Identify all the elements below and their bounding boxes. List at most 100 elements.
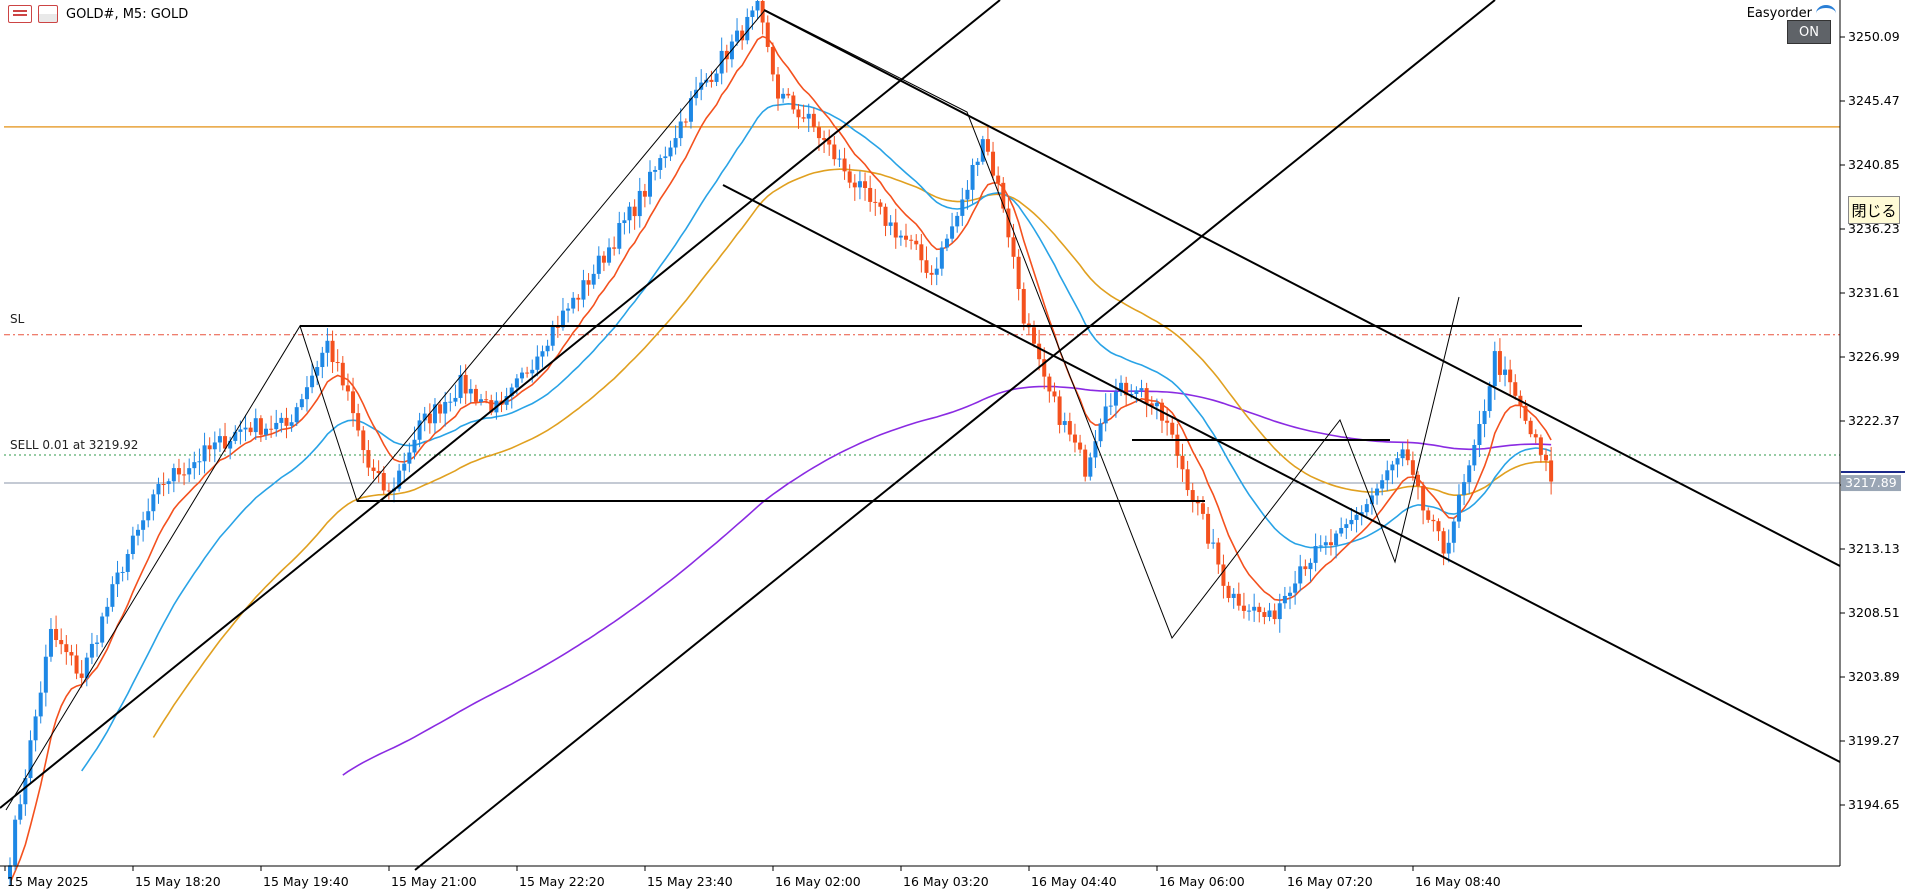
candle-body bbox=[842, 158, 847, 172]
candle-body bbox=[1544, 454, 1548, 461]
candle-body bbox=[791, 95, 796, 110]
candle-body bbox=[1221, 564, 1226, 586]
candle-body bbox=[89, 643, 94, 658]
candle-body bbox=[642, 190, 647, 197]
candle-body bbox=[1369, 495, 1374, 505]
candle-body bbox=[832, 144, 837, 160]
candle-body bbox=[1083, 449, 1088, 477]
candle-body bbox=[202, 445, 207, 462]
candle-body bbox=[1021, 288, 1026, 324]
candle-body bbox=[1349, 519, 1354, 525]
candle-body bbox=[612, 247, 617, 249]
candle-body bbox=[1323, 542, 1328, 546]
candle-body bbox=[1436, 521, 1441, 532]
candle-body bbox=[852, 182, 857, 188]
candle-body bbox=[566, 308, 571, 311]
candle-body bbox=[545, 345, 550, 352]
x-tick-label: 16 May 02:00 bbox=[775, 874, 861, 889]
candle-body bbox=[427, 413, 432, 424]
candle-body bbox=[750, 10, 755, 17]
candle-body bbox=[417, 420, 422, 440]
candle-body bbox=[878, 202, 883, 207]
y-tick-label: 3236.23 bbox=[1848, 221, 1900, 236]
candle-body bbox=[591, 273, 596, 285]
candle-body bbox=[1400, 449, 1405, 459]
candle-body bbox=[1175, 434, 1180, 456]
close-button[interactable]: 閉じる bbox=[1848, 196, 1900, 224]
candle-body bbox=[366, 450, 371, 468]
candle-body bbox=[253, 418, 258, 433]
candle-body bbox=[1119, 382, 1124, 392]
candle-body bbox=[801, 117, 806, 119]
candle-body bbox=[18, 804, 23, 820]
menu-icon[interactable] bbox=[8, 5, 32, 23]
candle-body bbox=[1247, 610, 1252, 612]
candle-body bbox=[1267, 610, 1272, 617]
candle-body bbox=[212, 442, 217, 450]
candle-body bbox=[315, 367, 320, 376]
candle-body bbox=[156, 484, 161, 495]
candle-body bbox=[489, 400, 494, 413]
candle-body bbox=[525, 372, 530, 374]
y-tick-label: 3245.47 bbox=[1848, 93, 1900, 108]
candle-body bbox=[1078, 442, 1083, 450]
candle-body bbox=[1129, 393, 1134, 396]
candle-body bbox=[1462, 482, 1467, 495]
candle-body bbox=[304, 387, 309, 400]
candle-body bbox=[1508, 369, 1513, 383]
candle-body bbox=[1385, 470, 1390, 481]
on-toggle-button[interactable]: ON bbox=[1787, 20, 1831, 44]
candle-body bbox=[863, 181, 868, 188]
candle-body bbox=[1492, 351, 1497, 387]
candle-body bbox=[576, 297, 581, 300]
candle-body bbox=[822, 138, 827, 140]
candle-body bbox=[1108, 405, 1113, 407]
candle-body bbox=[176, 468, 181, 475]
candle-body bbox=[438, 404, 443, 414]
candle-body bbox=[776, 74, 780, 99]
candle-body bbox=[48, 628, 53, 657]
candle-body bbox=[688, 98, 693, 122]
candle-body bbox=[38, 692, 43, 717]
candle-body bbox=[1277, 603, 1282, 620]
candle-body bbox=[1154, 402, 1159, 407]
candle-body bbox=[453, 397, 458, 402]
y-tick-label: 3231.61 bbox=[1848, 285, 1900, 300]
candle-body bbox=[607, 247, 612, 263]
candle-body bbox=[837, 158, 842, 160]
candle-body bbox=[79, 673, 84, 678]
candle-body bbox=[432, 404, 437, 424]
candle-body bbox=[1451, 521, 1456, 543]
candle-body bbox=[663, 156, 668, 159]
candle-body bbox=[371, 467, 376, 471]
candle-body bbox=[627, 206, 632, 221]
candle-body bbox=[294, 407, 299, 423]
candle-body bbox=[23, 778, 28, 805]
plot-background bbox=[0, 0, 1840, 866]
candle-body bbox=[980, 139, 985, 162]
candle-body bbox=[806, 113, 811, 119]
x-tick-label: 16 May 07:20 bbox=[1287, 874, 1373, 889]
candle-body bbox=[1503, 369, 1508, 375]
candle-body bbox=[473, 388, 478, 402]
chart-window-icon[interactable] bbox=[38, 5, 58, 23]
candle-body bbox=[43, 656, 48, 693]
candle-body bbox=[904, 235, 908, 240]
candle-body bbox=[182, 474, 187, 476]
candle-body bbox=[74, 655, 79, 674]
candle-body bbox=[166, 481, 171, 485]
candle-body bbox=[1456, 494, 1461, 522]
downtrend-channel-lower bbox=[722, 184, 1841, 763]
candle-body bbox=[1144, 388, 1149, 404]
candle-body bbox=[422, 413, 427, 421]
candle-body bbox=[673, 138, 678, 148]
candle-body bbox=[351, 391, 356, 414]
candle-body bbox=[274, 422, 279, 430]
candle-body bbox=[279, 417, 284, 423]
candle-body bbox=[714, 73, 719, 82]
candle-body bbox=[110, 584, 115, 607]
candle-body bbox=[1134, 390, 1139, 394]
y-tick-label: 3203.89 bbox=[1848, 669, 1900, 684]
candle-body bbox=[955, 215, 960, 227]
